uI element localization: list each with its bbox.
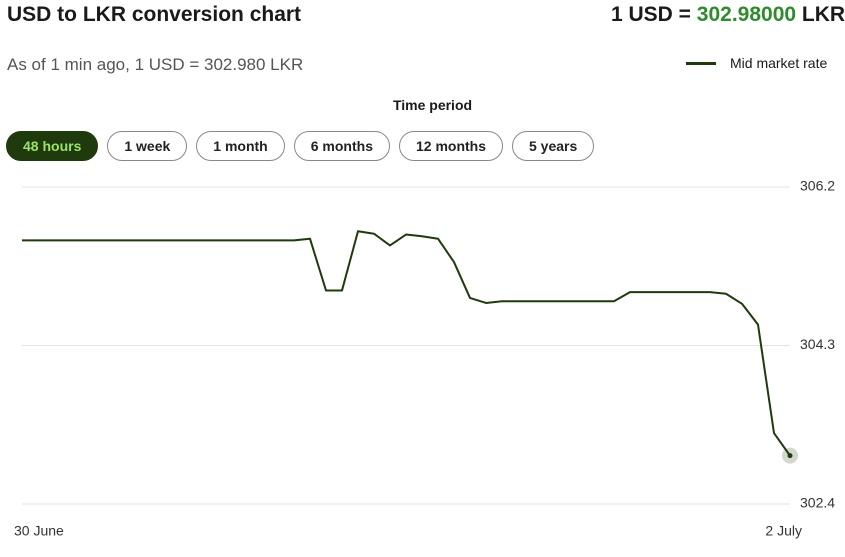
time-period-label: Time period <box>392 97 473 113</box>
x-tick-label: 30 June <box>14 523 64 539</box>
as-of: As of 1 min ago, 1 USD = 302.980 LKR <box>7 55 304 74</box>
rate-prefix: 1 USD = <box>611 3 691 26</box>
time-period-button[interactable]: 48 hours <box>6 131 99 161</box>
rate-value: 302.98000 <box>696 3 797 26</box>
time-period-buttons: 48 hours 1 week 1 month 6 months 12 months 5 … <box>6 131 595 161</box>
y-tick-label: 302.4 <box>800 495 835 511</box>
time-period-button[interactable]: 1 month <box>196 131 285 161</box>
rate-currency: LKR <box>801 3 845 26</box>
time-period-button[interactable]: 12 months <box>398 131 503 161</box>
legend-swatch <box>686 61 716 65</box>
y-tick-label: 306.2 <box>800 178 835 194</box>
chart: 306.2 304.3 302.4 30 June 2 July <box>14 178 835 539</box>
time-period-button[interactable]: 6 months <box>293 131 390 161</box>
time-period-button[interactable]: 1 week <box>107 131 188 161</box>
rate: 1 USD = 302.98000 LKR <box>611 3 845 27</box>
legend: Mid market rate <box>686 55 827 71</box>
time-period-button[interactable]: 5 years <box>512 131 595 161</box>
line <box>22 230 791 457</box>
y-tick-label: 304.3 <box>800 336 835 352</box>
x-tick-label: 2 July <box>765 523 802 539</box>
legend-label: Mid market rate <box>730 55 828 71</box>
title: USD to LKR conversion chart <box>7 3 302 26</box>
end-point <box>787 453 793 459</box>
